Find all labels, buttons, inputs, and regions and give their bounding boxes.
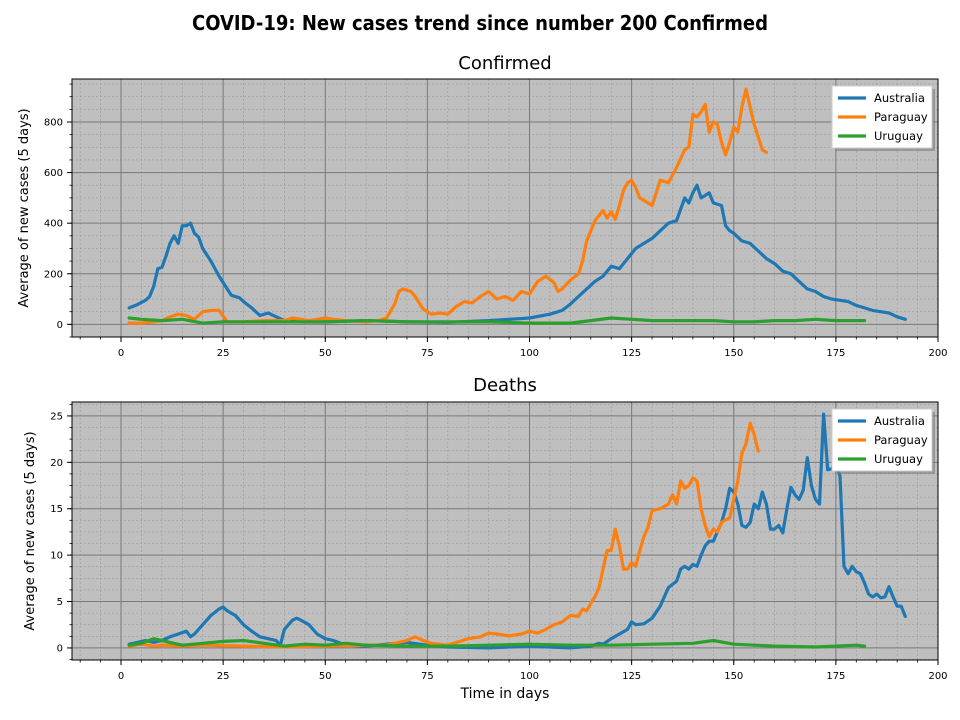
x-tick-label: 175 xyxy=(826,671,845,682)
figure-title: COVID-19: New cases trend since number 2… xyxy=(192,11,768,35)
x-tick-label: 25 xyxy=(217,348,230,359)
legend-label-uruguay: Uruguay xyxy=(874,452,923,466)
series-line-uruguay xyxy=(127,316,867,325)
x-tick-label: 150 xyxy=(724,348,743,359)
series-line-paraguay xyxy=(127,421,760,649)
panel-title: Confirmed xyxy=(458,53,551,74)
series-line-australia xyxy=(127,183,907,324)
x-tick-label: 75 xyxy=(421,348,434,359)
plot-background xyxy=(72,402,938,660)
deaths-panel: 0 25 50 75 100 125 150 175 200 0 5 10 15 20 25 Deaths Av… xyxy=(23,375,948,702)
y-tick-label: 800 xyxy=(44,118,63,129)
y-tick-label: 0 xyxy=(57,643,63,654)
legend-label-paraguay: Paraguay xyxy=(874,433,928,447)
y-tick-label: 0 xyxy=(57,320,63,331)
y-tick-label: 20 xyxy=(50,458,63,469)
legend-label-australia: Australia xyxy=(874,414,925,428)
y-tick-label: 5 xyxy=(57,597,63,608)
panel-title: Deaths xyxy=(473,375,537,396)
legend: Australia Paraguay Uruguay xyxy=(831,408,935,474)
legend-label-paraguay: Paraguay xyxy=(874,110,928,124)
y-axis-label: Average of new cases (5 days) xyxy=(23,431,38,630)
x-tick-label: 50 xyxy=(319,348,332,359)
legend-label-uruguay: Uruguay xyxy=(874,129,923,143)
series-line-australia xyxy=(127,412,907,650)
y-tick-label: 15 xyxy=(50,504,63,515)
y-tick-label: 200 xyxy=(44,269,63,280)
x-tick-label: 175 xyxy=(826,348,845,359)
x-tick-label: 0 xyxy=(118,348,124,359)
x-tick-label: 75 xyxy=(421,671,434,682)
y-tick-label: 10 xyxy=(50,551,63,562)
x-tick-label: 200 xyxy=(928,671,947,682)
x-tick-label: 150 xyxy=(724,671,743,682)
axes-frame xyxy=(71,78,939,338)
x-tick-label: 50 xyxy=(319,671,332,682)
x-tick-label: 125 xyxy=(622,671,641,682)
y-axis-label: Average of new cases (5 days) xyxy=(17,108,32,307)
y-tick-label: 25 xyxy=(50,411,63,422)
x-tick-label: 200 xyxy=(928,348,947,359)
y-tick-label: 600 xyxy=(44,168,63,179)
x-axis-label: Time in days xyxy=(460,686,550,702)
y-tick-label: 400 xyxy=(44,219,63,230)
x-tick-label: 100 xyxy=(520,348,539,359)
x-tick-label: 100 xyxy=(520,671,539,682)
series-line-paraguay xyxy=(127,87,768,325)
axes-frame xyxy=(71,401,939,661)
confirmed-panel: 0 25 50 75 100 125 150 175 200 0 200 400 600 800 Confi… xyxy=(17,53,948,359)
x-tick-label: 0 xyxy=(118,671,124,682)
legend-box xyxy=(831,85,933,149)
series-line-uruguay xyxy=(127,637,867,649)
legend: Australia Paraguay Uruguay xyxy=(831,85,935,151)
x-tick-label: 25 xyxy=(217,671,230,682)
plot-background xyxy=(72,79,938,337)
legend-label-australia: Australia xyxy=(874,91,925,105)
x-tick-label: 125 xyxy=(622,348,641,359)
